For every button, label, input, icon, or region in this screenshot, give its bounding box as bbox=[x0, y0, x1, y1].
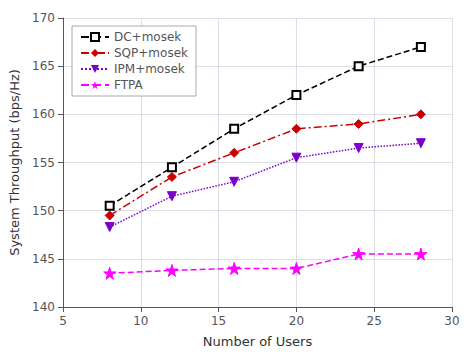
svg-text:170: 170 bbox=[32, 11, 55, 25]
svg-text:DC+mosek: DC+mosek bbox=[114, 30, 181, 44]
svg-text:30: 30 bbox=[444, 314, 459, 328]
svg-text:15: 15 bbox=[211, 314, 226, 328]
svg-text:IPM+mosek: IPM+mosek bbox=[114, 62, 185, 76]
svg-text:20: 20 bbox=[289, 314, 304, 328]
svg-text:145: 145 bbox=[32, 252, 55, 266]
svg-text:Number of Users: Number of Users bbox=[203, 334, 313, 349]
svg-text:155: 155 bbox=[32, 156, 55, 170]
svg-text:FTPA: FTPA bbox=[114, 78, 143, 92]
svg-text:150: 150 bbox=[32, 204, 55, 218]
svg-text:5: 5 bbox=[59, 314, 67, 328]
svg-text:10: 10 bbox=[133, 314, 148, 328]
svg-text:SQP+mosek: SQP+mosek bbox=[114, 46, 188, 60]
svg-text:165: 165 bbox=[32, 59, 55, 73]
svg-text:25: 25 bbox=[367, 314, 382, 328]
svg-text:System Throughput (bps/Hz): System Throughput (bps/Hz) bbox=[7, 69, 22, 256]
svg-text:140: 140 bbox=[32, 300, 55, 314]
svg-text:160: 160 bbox=[32, 107, 55, 121]
